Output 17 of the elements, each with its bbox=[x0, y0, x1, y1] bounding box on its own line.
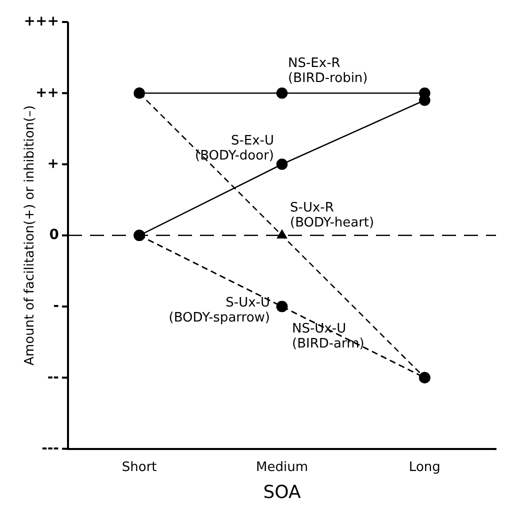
x-tick-label: Medium bbox=[256, 460, 308, 475]
text: ++ bbox=[36, 84, 59, 101]
series-label: S-Ux-U (BODY-sparrow) bbox=[168, 296, 270, 326]
series-label: S-Ux-R (BODY-heart) bbox=[290, 200, 374, 230]
text: - bbox=[53, 298, 60, 314]
text: --- bbox=[42, 440, 60, 456]
series-label: NS-Ux-U (BIRD-arm) bbox=[292, 322, 364, 352]
x-axis-title: SOA bbox=[263, 482, 302, 503]
text: -- bbox=[47, 369, 60, 386]
series-label: NS-Ex-R (BIRD-robin) bbox=[288, 56, 368, 86]
y-axis-title: Amount of facilitation(+) or inhibition(–) bbox=[22, 105, 38, 366]
series-label: S-Ex-U (BODY-door) bbox=[195, 133, 274, 164]
text: +++ bbox=[24, 14, 59, 30]
text: + bbox=[47, 156, 59, 172]
x-tick-label: Long bbox=[408, 460, 440, 475]
x-tick-label: Short bbox=[122, 460, 157, 475]
text: 0 bbox=[49, 227, 60, 244]
